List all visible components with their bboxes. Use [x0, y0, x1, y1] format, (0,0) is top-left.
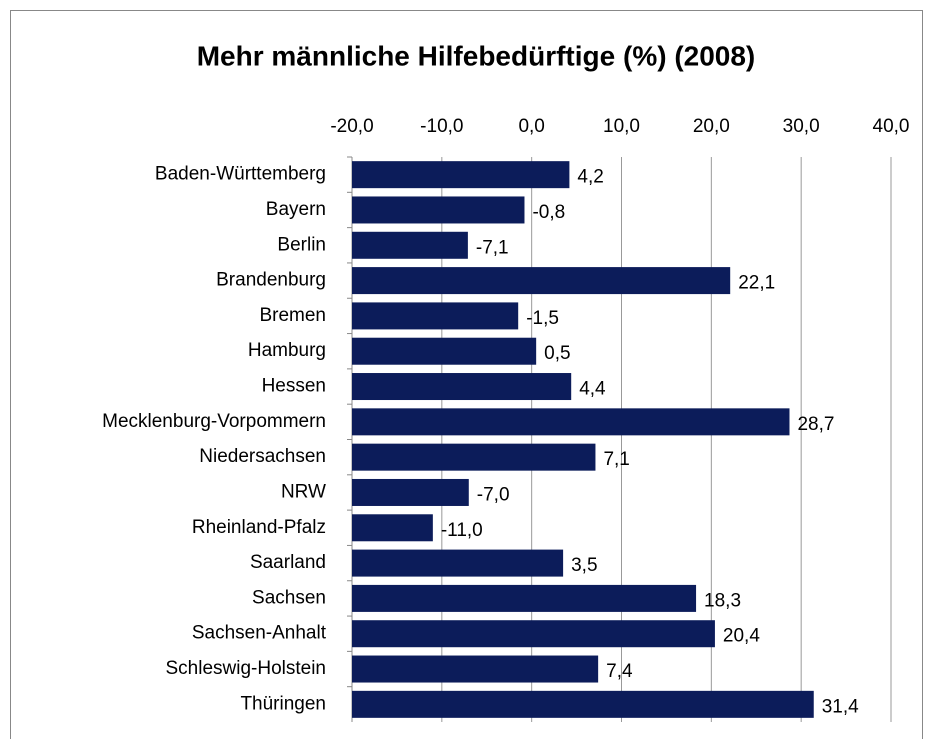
- y-tick-label: Sachsen-Anhalt: [192, 623, 327, 644]
- y-tick-label: Hamburg: [248, 340, 326, 361]
- y-tick-label: Berlin: [277, 234, 326, 255]
- bar: [352, 443, 596, 471]
- data-label: 0,5: [544, 343, 570, 364]
- bar: [352, 620, 715, 648]
- bar: [352, 584, 697, 612]
- x-tick-label: 30,0: [783, 116, 820, 137]
- data-label: 28,7: [797, 414, 834, 435]
- y-tick-label: Sachsen: [252, 587, 326, 608]
- bar: [352, 478, 469, 506]
- data-label: 18,3: [704, 590, 741, 611]
- x-tick-label: 40,0: [873, 116, 910, 137]
- bar: [352, 690, 814, 718]
- y-tick-label: Schleswig-Holstein: [165, 658, 326, 679]
- y-tick-label: Saarland: [250, 552, 326, 573]
- bar: [352, 302, 519, 330]
- chart-frame: [10, 10, 923, 739]
- data-label: 20,4: [723, 626, 760, 647]
- y-tick-label: Brandenburg: [216, 270, 326, 291]
- y-tick-label: Rheinland-Pfalz: [192, 517, 326, 538]
- data-label: 4,4: [579, 379, 606, 400]
- data-label: -7,0: [477, 484, 510, 505]
- data-label: -0,8: [532, 202, 565, 223]
- data-label: -11,0: [441, 520, 483, 541]
- data-label: 7,4: [606, 661, 633, 682]
- y-tick-label: Thüringen: [240, 693, 326, 714]
- data-label: 31,4: [822, 696, 859, 717]
- x-tick-label: 0,0: [518, 116, 544, 137]
- data-label: 7,1: [603, 449, 629, 470]
- y-tick-label: Baden-Württemberg: [155, 164, 326, 185]
- bar: [352, 373, 572, 401]
- y-tick-label: Bremen: [259, 305, 326, 326]
- x-tick-label: -10,0: [420, 116, 463, 137]
- y-tick-label: Mecklenburg-Vorpommern: [102, 411, 326, 432]
- data-label: 3,5: [571, 555, 597, 576]
- x-tick-label: 10,0: [603, 116, 640, 137]
- x-tick-label: -20,0: [330, 116, 373, 137]
- y-tick-label: NRW: [281, 481, 326, 502]
- bar: [352, 514, 433, 542]
- bar: [352, 337, 537, 365]
- bar: [352, 549, 564, 577]
- chart-title: Mehr männliche Hilfebedürftige (%) (2008…: [197, 40, 756, 71]
- y-tick-label: Bayern: [266, 199, 326, 220]
- bar: [352, 196, 525, 224]
- data-label: -7,1: [476, 237, 509, 258]
- x-tick-label: 20,0: [693, 116, 730, 137]
- data-label: 22,1: [738, 273, 775, 294]
- data-label: -1,5: [526, 308, 559, 329]
- bar: [352, 267, 731, 295]
- y-tick-label: Niedersachsen: [199, 446, 326, 467]
- bar: [352, 231, 468, 259]
- bar: [352, 408, 790, 436]
- bar: [352, 655, 599, 683]
- data-label: 4,2: [577, 167, 603, 188]
- y-tick-label: Hessen: [262, 376, 326, 397]
- bar: [352, 161, 570, 189]
